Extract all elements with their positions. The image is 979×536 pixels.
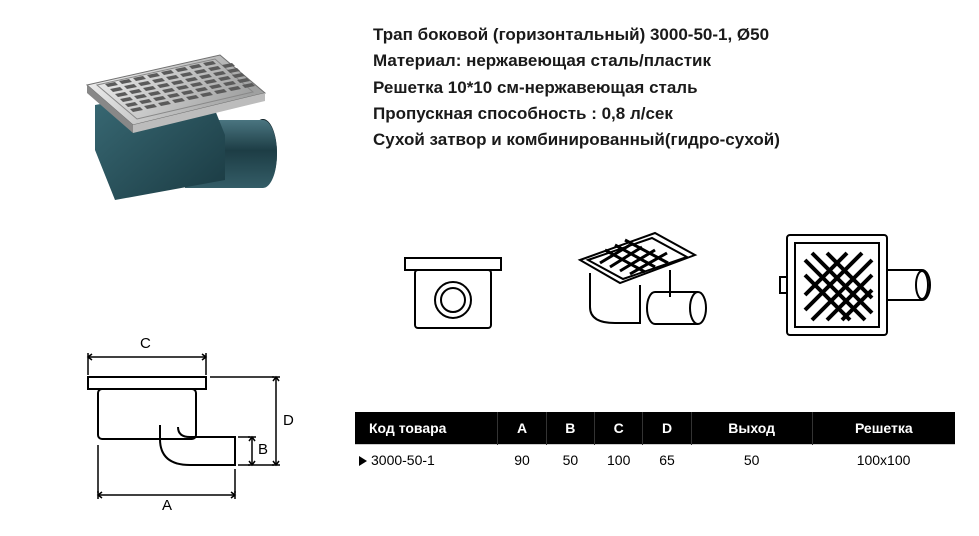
cell-c: 100 (595, 445, 643, 476)
spec-line-material: Материал: нержавеющая сталь/пластик (373, 48, 953, 74)
spec-table: Код товара A B C D Выход Решетка 3000-50… (355, 412, 955, 475)
spec-line-grate: Решетка 10*10 см-нержавеющая сталь (373, 75, 953, 101)
tech-view-top (777, 225, 937, 350)
table-header-row: Код товара A B C D Выход Решетка (355, 412, 955, 445)
cell-outlet: 50 (691, 445, 812, 476)
dim-label-b: B (258, 441, 268, 458)
cell-a: 90 (498, 445, 546, 476)
tech-view-front (393, 250, 513, 350)
cell-b: 50 (546, 445, 594, 476)
col-c: C (595, 412, 643, 445)
dim-label-d: D (283, 412, 294, 429)
dim-label-a: A (162, 497, 172, 514)
tech-view-iso (560, 215, 730, 350)
col-code: Код товара (355, 412, 498, 445)
spec-line-trap: Сухой затвор и комбинированный(гидро-сух… (373, 127, 953, 153)
cell-grate: 100x100 (812, 445, 955, 476)
table-row: 3000-50-1 90 50 100 65 50 100x100 (355, 445, 955, 476)
col-d: D (643, 412, 691, 445)
product-3d-render (55, 20, 320, 220)
spec-line-throughput: Пропускная способность : 0,8 л/сек (373, 101, 953, 127)
row-marker-icon (359, 456, 367, 466)
cell-d: 65 (643, 445, 691, 476)
spec-line-title: Трап боковой (горизонтальный) 3000-50-1,… (373, 22, 953, 48)
technical-views-row (370, 210, 960, 350)
cell-code: 3000-50-1 (355, 445, 498, 476)
col-b: B (546, 412, 594, 445)
dim-label-c: C (140, 335, 151, 352)
dimension-diagram: C A B D (40, 335, 300, 515)
col-grate: Решетка (812, 412, 955, 445)
col-a: A (498, 412, 546, 445)
col-outlet: Выход (691, 412, 812, 445)
product-specs: Трап боковой (горизонтальный) 3000-50-1,… (373, 22, 953, 154)
